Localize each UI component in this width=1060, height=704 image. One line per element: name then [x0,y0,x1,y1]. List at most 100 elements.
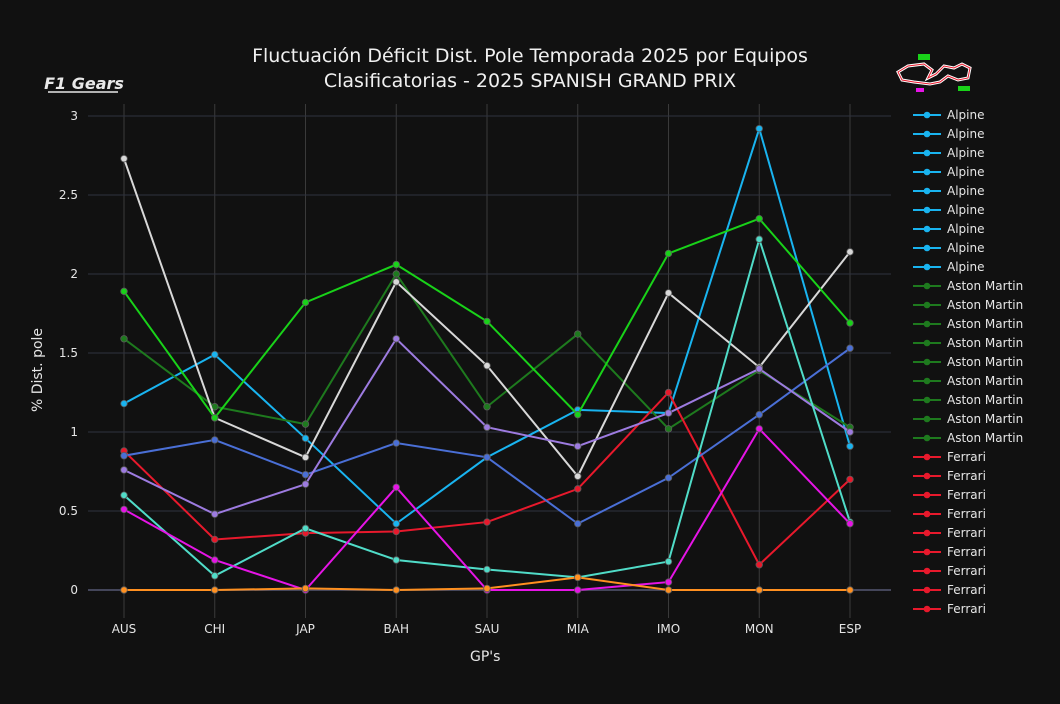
series-sauber [120,214,854,422]
legend-item[interactable]: Alpine [913,222,984,236]
data-point [483,361,491,370]
legend-label: Alpine [947,203,984,217]
data-point [664,249,673,258]
data-point [755,214,763,223]
legend-swatch-marker [923,358,931,366]
grid-lines [88,104,891,618]
legend-item[interactable]: Alpine [913,108,984,122]
legend-swatch-marker [923,206,931,214]
data-point [120,452,128,460]
data-point [574,330,582,338]
legend-swatch-marker [923,396,931,404]
legend-item[interactable]: Ferrari [913,450,986,464]
legend-label: Ferrari [947,564,986,578]
legend-swatch-marker [923,510,931,518]
y-axis-label: % Dist. pole [30,328,46,412]
data-point [211,572,219,580]
data-point [301,298,310,307]
data-point [120,399,128,408]
legend-item[interactable]: Alpine [913,203,984,217]
legend-label: Aston Martin [947,336,1023,350]
legend-swatch-marker [923,434,931,442]
legend-item[interactable]: Alpine [913,146,984,160]
legend-item[interactable]: Ferrari [913,488,986,502]
legend-swatch-marker [923,111,931,119]
legend-label: Aston Martin [947,279,1023,293]
data-point [755,410,763,419]
series-layer [120,124,854,594]
data-point [574,410,582,419]
x-tick-label: CHI [204,622,225,636]
legend-label: Alpine [947,127,984,141]
legend-swatch-marker [923,301,931,309]
legend-item[interactable]: Ferrari [913,564,986,578]
logo-text: F1 Gears [44,74,124,93]
series-mercedes [120,235,854,582]
legend-item[interactable]: Aston Martin [913,279,1023,293]
legend-item[interactable]: Ferrari [913,526,986,540]
f1-gears-logo-icon: F1 Gears [44,74,124,93]
legend-swatch-marker [923,491,931,499]
legend-label: Ferrari [947,488,986,502]
legend-swatch-marker [923,187,931,195]
legend-swatch-marker [923,586,931,594]
data-point [120,287,128,296]
data-point [846,319,854,327]
legend-label: Aston Martin [947,374,1023,388]
legend-item[interactable]: Aston Martin [913,317,1023,331]
data-point [574,472,582,480]
data-point [755,124,763,133]
data-point [755,425,763,433]
data-point [664,289,673,297]
legend-item[interactable]: Ferrari [913,469,986,483]
data-point [483,565,491,574]
data-point [120,335,128,343]
legend-item[interactable]: Aston Martin [913,336,1023,350]
legend-swatch-marker [923,605,931,613]
x-axis-ticks: AUS CHI JAP BAH SAU MIA IMO MON ESP [112,622,862,636]
data-point [483,584,491,593]
legend-item[interactable]: Ferrari [913,545,986,559]
legend-item[interactable]: Aston Martin [913,374,1023,388]
chart-title-line2: Clasificatorias - 2025 SPANISH GRAND PRI… [324,70,736,92]
data-point [846,428,854,436]
legend-item[interactable]: Alpine [913,127,984,141]
legend-swatch-marker [923,377,931,385]
legend-item[interactable]: Aston Martin [913,431,1023,445]
data-point [483,317,491,326]
data-point [392,527,400,536]
legend-item[interactable]: Aston Martin [913,355,1023,369]
legend-swatch-marker [923,149,931,157]
legend-label: Ferrari [947,526,986,540]
legend-item[interactable]: Alpine [913,260,984,274]
legend-label: Alpine [947,241,984,255]
y-tick-label: 0 [70,583,78,597]
legend-item[interactable]: Ferrari [913,602,986,616]
data-point [574,485,582,493]
legend-item[interactable]: Ferrari [913,583,986,597]
data-point [574,586,582,594]
legend-item[interactable]: Alpine [913,241,984,255]
series-racing-bulls [120,335,854,518]
data-point [301,434,310,443]
legend: Alpine Alpine Alpine Alpine Alpine Alpine Alpi… [913,108,1023,616]
data-point [301,470,310,479]
legend-label: Alpine [947,165,984,179]
data-point [120,491,128,499]
data-point [120,466,128,474]
data-point [483,518,491,526]
data-point [846,586,854,594]
legend-label: Aston Martin [947,412,1023,426]
legend-item[interactable]: Ferrari [913,507,986,521]
data-point [392,270,400,278]
legend-item[interactable]: Alpine [913,184,984,198]
legend-item[interactable]: Aston Martin [913,298,1023,312]
legend-item[interactable]: Alpine [913,165,984,179]
data-point [211,350,219,359]
legend-label: Aston Martin [947,393,1023,407]
data-point [755,235,763,243]
legend-item[interactable]: Aston Martin [913,393,1023,407]
legend-item[interactable]: Aston Martin [913,412,1023,426]
